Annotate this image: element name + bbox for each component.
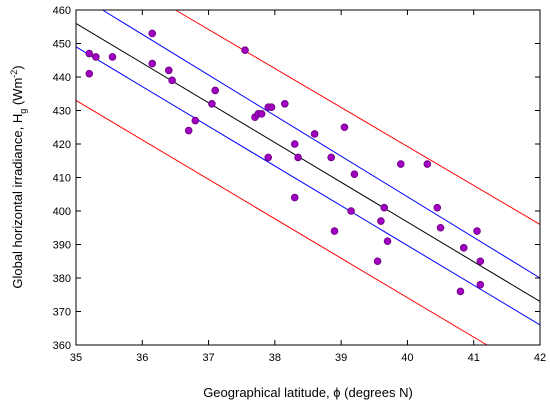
data-point [330,227,339,235]
plot-background [76,10,540,345]
data-point [208,100,216,108]
x-tick-label: 41 [468,352,480,364]
confidence-lower-line [75,46,541,326]
x-axis-label: Geographical latitude, ϕ (degrees N) [203,385,413,400]
data-point [85,69,94,78]
data-point [396,160,405,168]
x-tick-label: 38 [269,352,281,364]
y-axis-label-unit-exponent: -2 [9,70,19,78]
data-point [108,53,117,61]
data-point [148,59,157,68]
data-point [373,257,382,266]
y-tick-label: 370 [53,307,71,319]
data-point [168,76,176,85]
y-tick-label: 460 [53,5,71,17]
data-point [347,207,355,215]
data-point [423,160,432,168]
x-tick-label: 40 [401,352,413,364]
y-tick-label: 400 [53,206,71,218]
data-point [165,66,173,75]
points-layer [85,29,485,296]
data-point [184,126,193,135]
data-point [459,244,468,252]
data-point [257,110,266,118]
prediction-upper-line [175,9,541,225]
y-axis-label-unit: (Wm [10,78,25,109]
data-point [433,203,442,212]
data-point [377,217,385,225]
y-tick-label: 430 [53,106,71,118]
data-point [264,153,273,162]
confidence-upper-line [102,9,541,279]
data-point [476,280,485,289]
y-axis: 360 370 380 390 400 410 420 430 440 450 460 [53,5,540,352]
data-point [267,103,276,111]
data-point [310,130,319,138]
y-axis-label-unit-close: ) [10,65,25,69]
y-tick-label: 440 [53,72,71,84]
data-point [290,140,299,148]
data-point [473,227,481,235]
x-tick-label: 37 [202,352,214,364]
x-tick-label: 36 [136,352,148,364]
data-point [476,257,485,266]
y-axis-label-main: Global horizontal irradiance, H [10,114,25,289]
lines-layer [75,9,541,346]
x-tick-label: 42 [534,352,546,364]
data-point [350,170,359,178]
data-point [383,237,392,245]
data-point [436,223,445,232]
x-tick-label: 39 [335,352,347,364]
data-point [340,123,349,132]
y-tick-label: 410 [53,173,71,185]
data-point [294,153,302,162]
data-point [280,100,289,108]
data-point [85,49,94,58]
y-tick-label: 420 [53,139,71,151]
y-tick-label: 360 [53,340,71,352]
x-tick-label: 35 [70,352,82,364]
data-point [92,53,100,61]
data-point [241,46,249,54]
y-tick-label: 450 [53,39,71,51]
data-point [380,203,389,212]
data-point [456,287,465,296]
regression-line [75,22,541,302]
y-tick-label: 390 [53,240,71,252]
data-point [211,86,220,95]
y-axis-label-subscript: g [18,109,28,114]
prediction-lower-line [75,100,488,346]
y-axis-label: Global horizontal irradiance, Hg (Wm-2) [9,65,28,288]
y-tick-label: 380 [53,273,71,285]
x-axis: 35 36 37 38 39 40 41 42 [70,10,546,364]
data-point [148,29,157,38]
data-point [327,153,336,162]
data-point [290,193,299,202]
data-point [191,116,200,125]
